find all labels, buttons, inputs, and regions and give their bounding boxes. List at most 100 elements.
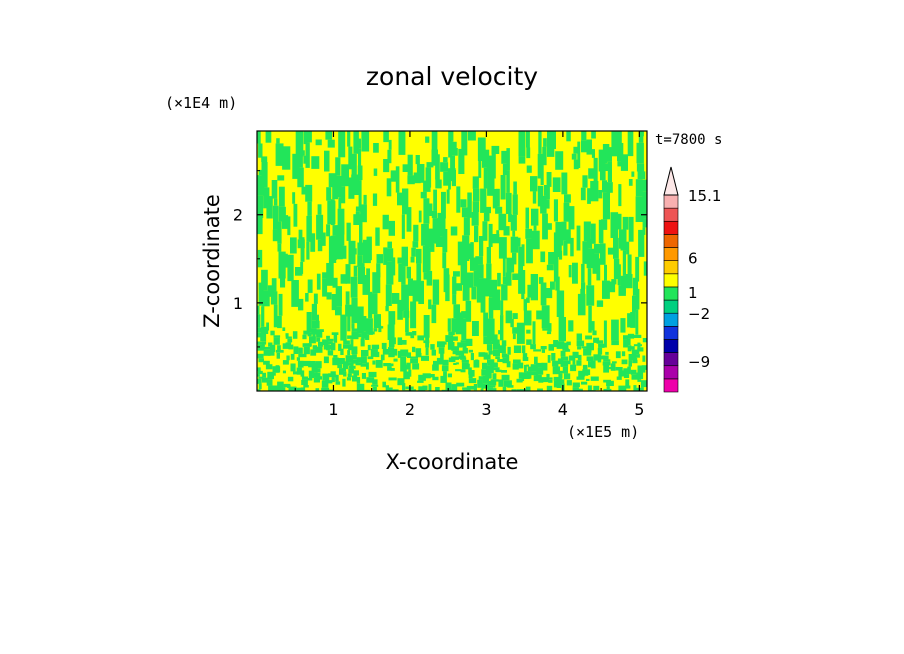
field-streak <box>450 131 454 142</box>
field-streak <box>501 340 507 346</box>
field-streak <box>351 323 355 329</box>
field-streak <box>452 350 457 355</box>
field-streak <box>382 349 389 355</box>
colorbar-segment <box>663 378 679 393</box>
field-streak <box>257 305 260 315</box>
field-streak <box>375 360 383 368</box>
field-streak <box>478 352 486 357</box>
field-streak <box>486 344 493 351</box>
field-streak <box>387 366 392 371</box>
field-streak <box>340 274 347 284</box>
field-streak <box>518 246 523 270</box>
field-streak <box>382 214 389 230</box>
field-streak <box>540 282 547 306</box>
field-streak <box>307 279 313 293</box>
field-streak <box>332 225 340 236</box>
field-streak <box>343 344 352 349</box>
field-streak <box>640 380 647 388</box>
field-streak <box>293 203 298 227</box>
field-streak <box>455 362 459 365</box>
field-streak <box>353 265 358 277</box>
field-streak <box>613 258 620 280</box>
field-streak <box>366 236 372 261</box>
field-streak <box>431 210 437 219</box>
field-streak <box>555 276 560 291</box>
field-streak <box>351 153 357 175</box>
field-streak <box>618 184 622 207</box>
field-streak <box>598 190 603 199</box>
field-streak <box>576 333 582 341</box>
field-streak <box>526 371 532 379</box>
field-streak <box>257 175 265 196</box>
field-streak <box>636 163 645 172</box>
colorbar-segment <box>663 339 679 353</box>
field-streak <box>287 254 294 282</box>
field-streak <box>503 226 510 236</box>
field-streak <box>642 355 646 362</box>
colorbar-extend-arrow <box>663 166 679 196</box>
field-streak <box>635 196 644 222</box>
field-streak <box>337 358 345 365</box>
field-streak <box>515 237 521 247</box>
field-streak <box>586 342 592 350</box>
field-streak <box>356 357 362 363</box>
field-streak <box>471 286 477 300</box>
field-streak <box>388 377 397 381</box>
field-streak <box>546 264 554 271</box>
field-streak <box>551 353 556 361</box>
field-streak <box>340 314 347 341</box>
field-streak <box>473 188 480 202</box>
field-streak <box>606 380 614 386</box>
field-streak <box>590 342 594 351</box>
field-streak <box>603 320 607 348</box>
field-streak <box>512 333 516 340</box>
field-streak <box>568 320 574 332</box>
field-streak <box>276 352 280 359</box>
field-streak <box>287 376 294 382</box>
field-streak <box>486 365 494 373</box>
field-streak <box>258 143 263 158</box>
field-streak <box>267 371 274 380</box>
field-streak <box>412 346 416 353</box>
field-streak <box>546 186 550 200</box>
field-streak <box>405 308 409 333</box>
field-streak <box>533 349 542 352</box>
field-streak <box>330 371 336 375</box>
field-streak <box>547 377 553 380</box>
field-streak <box>388 139 392 150</box>
field-streak <box>332 277 338 288</box>
field-streak <box>298 347 303 354</box>
field-streak <box>273 198 278 206</box>
field-streak <box>513 345 521 353</box>
field-streak <box>477 137 486 161</box>
field-streak <box>355 362 363 366</box>
field-streak <box>473 384 477 391</box>
field-streak <box>363 194 367 205</box>
field-streak <box>426 162 434 168</box>
field-streak <box>568 206 575 230</box>
field-streak <box>536 310 544 320</box>
field-streak <box>371 344 380 350</box>
field-streak <box>613 237 619 259</box>
field-streak <box>348 146 353 170</box>
field-streak <box>351 359 359 364</box>
field-streak <box>616 376 622 380</box>
field-streak <box>505 192 512 214</box>
field-streak <box>566 380 572 386</box>
field-streak <box>376 263 381 278</box>
field-streak <box>452 170 456 187</box>
field-streak <box>565 229 571 244</box>
field-streak <box>540 195 547 214</box>
field-streak <box>505 310 513 324</box>
field-streak <box>360 263 365 275</box>
field-streak <box>495 206 503 214</box>
field-streak <box>277 388 282 391</box>
field-streak <box>625 379 630 386</box>
field-streak <box>385 284 392 306</box>
field-streak <box>581 263 585 283</box>
field-streak <box>428 299 432 310</box>
field-streak <box>602 280 610 299</box>
field-streak <box>633 357 638 360</box>
field-streak <box>643 261 647 276</box>
field-streak <box>403 371 410 380</box>
